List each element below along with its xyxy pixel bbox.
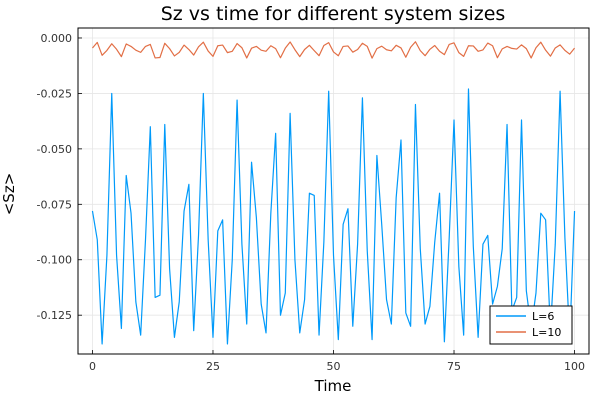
legend: L=6 L=10 bbox=[489, 305, 573, 345]
legend-label-l10: L=10 bbox=[532, 326, 561, 339]
x-tick-label: 0 bbox=[89, 360, 96, 373]
series-layer bbox=[91, 41, 576, 345]
x-tick-label: 50 bbox=[327, 360, 341, 373]
grid-lines bbox=[78, 28, 589, 354]
x-tick-label: 25 bbox=[206, 360, 220, 373]
y-tick-label: -0.075 bbox=[37, 198, 72, 211]
legend-label-l6: L=6 bbox=[532, 310, 554, 323]
x-tick-label: 100 bbox=[564, 360, 585, 373]
y-tick-label: -0.125 bbox=[37, 309, 72, 322]
x-axis-title: Time bbox=[314, 377, 352, 395]
y-tick-label: -0.100 bbox=[37, 254, 72, 267]
y-axis: 0.000 -0.025 -0.050 -0.075 -0.100 -0.125 bbox=[37, 32, 82, 322]
x-tick-label: 75 bbox=[447, 360, 461, 373]
y-tick-label: -0.050 bbox=[37, 143, 72, 156]
y-tick-label: -0.025 bbox=[37, 87, 72, 100]
y-axis-title: <Sz> bbox=[0, 173, 18, 216]
legend-box bbox=[489, 305, 573, 345]
x-axis: 0 25 50 75 100 bbox=[89, 350, 585, 373]
y-tick-label: 0.000 bbox=[41, 32, 73, 45]
series-line-l10 bbox=[92, 41, 576, 59]
chart-title: Sz vs time for different system sizes bbox=[161, 3, 506, 25]
series-line-l6 bbox=[91, 88, 576, 345]
